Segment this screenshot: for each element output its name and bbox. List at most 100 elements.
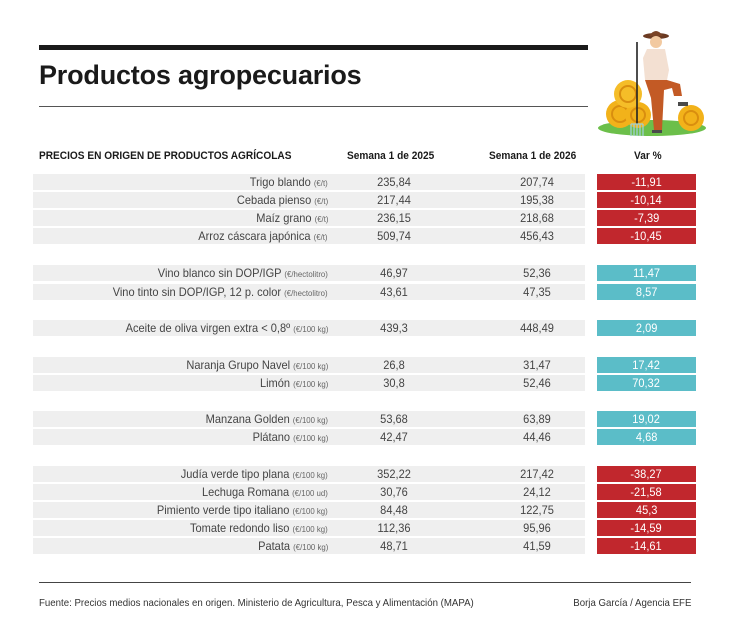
row-background: [33, 520, 585, 536]
row-background: [33, 265, 585, 281]
value-2026: 456,43: [520, 229, 554, 243]
table-row: Patata (€/100 kg) 48,71 41,59: [33, 538, 590, 554]
product-label: Patata: [257, 539, 290, 553]
footer-divider: [39, 582, 691, 583]
product-name: Manzana Golden (€/100 kg): [206, 412, 328, 426]
value-2026: 195,38: [520, 193, 554, 207]
table-row: Judía verde tipo plana (€/100 kg) 352,22 2…: [33, 466, 590, 482]
product-unit: (€/t): [314, 214, 328, 224]
var-badge-positive: 19,02: [597, 411, 696, 427]
row-background: [33, 284, 585, 300]
value-2025: 439,3: [380, 321, 408, 335]
product-name: Vino blanco sin DOP/IGP (€/hectolitro): [158, 266, 328, 280]
product-unit: (€/t): [314, 232, 328, 242]
value-2026: 95,96: [523, 521, 551, 535]
value-2025: 48,71: [380, 539, 408, 553]
product-unit: (€/t): [314, 196, 328, 206]
row-background: [33, 375, 585, 391]
value-2025: 84,48: [380, 503, 408, 517]
product-label: Vino blanco sin DOP/IGP: [157, 266, 282, 280]
column-header-var: Var %: [634, 150, 662, 162]
var-value: 11,47: [633, 266, 660, 280]
value-2025: 43,61: [380, 285, 408, 299]
product-unit: (€/100 kg): [292, 415, 328, 425]
table-row: Trigo blando (€/t) 235,84 207,74: [33, 174, 590, 190]
value-2026: 24,12: [523, 485, 551, 499]
product-label: Vino tinto sin DOP/IGP, 12 p. color: [113, 285, 282, 299]
column-header-product: PRECIOS EN ORIGEN DE PRODUCTOS AGRÍCOLAS: [39, 150, 292, 162]
table-row: Plátano (€/100 kg) 42,47 44,46: [33, 429, 590, 445]
product-unit: (€/t): [314, 178, 328, 188]
value-2026: 31,47: [523, 358, 551, 372]
column-header-2025: Semana 1 de 2025: [347, 150, 435, 162]
product-name: Patata (€/100 kg): [258, 539, 328, 553]
value-2025: 46,97: [380, 266, 408, 280]
row-background: [33, 429, 585, 445]
var-badge-positive: 2,09: [597, 320, 696, 336]
var-badge-positive: 4,68: [597, 429, 696, 445]
var-value: 45,3: [635, 503, 658, 517]
value-2025: 42,47: [380, 430, 408, 444]
row-background: [33, 538, 585, 554]
var-value: -11,91: [631, 175, 662, 189]
product-label: Plátano: [252, 430, 290, 444]
var-badge-negative: 45,3: [597, 502, 696, 518]
product-unit: (€/100 kg): [292, 324, 328, 334]
var-value: 70,32: [632, 376, 661, 390]
value-2025: 509,74: [377, 229, 411, 243]
var-value: 8,57: [635, 285, 658, 299]
var-badge-negative: -14,61: [597, 538, 696, 554]
product-name: Trigo blando (€/t): [250, 175, 328, 189]
table-row: Naranja Grupo Navel (€/100 kg) 26,8 31,47: [33, 357, 590, 373]
product-unit: (€/100 kg): [292, 506, 328, 516]
product-label: Limón: [259, 376, 290, 390]
source-note: Fuente: Precios medios nacionales en ori…: [39, 597, 474, 609]
product-name: Vino tinto sin DOP/IGP, 12 p. color (€/h…: [113, 285, 328, 299]
row-background: [33, 411, 585, 427]
product-unit: (€/100 kg): [292, 524, 328, 534]
product-label: Trigo blando: [250, 175, 312, 189]
table-row: Cebada pienso (€/t) 217,44 195,38: [33, 192, 590, 208]
value-2025: 112,36: [377, 521, 411, 535]
product-name: Maíz grano (€/t): [256, 211, 328, 225]
table-row: Pimiento verde tipo italiano (€/100 kg) 8…: [33, 502, 590, 518]
table-row: Manzana Golden (€/100 kg) 53,68 63,89: [33, 411, 590, 427]
product-name: Pimiento verde tipo italiano (€/100 kg): [157, 503, 328, 517]
row-background: [33, 502, 585, 518]
value-2026: 217,42: [520, 467, 554, 481]
row-background: [33, 174, 585, 190]
title-divider: [39, 106, 588, 107]
var-value: -10,14: [630, 193, 663, 207]
product-label: Maíz grano: [255, 211, 312, 225]
product-unit: (€/hectolitro): [284, 288, 328, 298]
table-row: Lechuga Romana (€/100 ud) 30,76 24,12: [33, 484, 590, 500]
farmer-with-hay-bales-icon: [598, 31, 706, 136]
product-name: Arroz cáscara japónica (€/t): [199, 229, 328, 243]
product-name: Tomate redondo liso (€/100 kg): [190, 521, 328, 535]
value-2025: 53,68: [380, 412, 408, 426]
row-background: [33, 210, 585, 226]
value-2025: 235,84: [377, 175, 411, 189]
var-value: -14,59: [630, 521, 663, 535]
value-2026: 52,36: [523, 266, 551, 280]
product-label: Arroz cáscara japónica: [198, 229, 312, 243]
product-unit: (€/100 kg): [292, 361, 328, 371]
table-row: Maíz grano (€/t) 236,15 218,68: [33, 210, 590, 226]
value-2025: 236,15: [377, 211, 411, 225]
var-badge-negative: -38,27: [597, 466, 696, 482]
value-2025: 30,8: [383, 376, 405, 390]
product-label: Pimiento verde tipo italiano: [157, 503, 290, 517]
value-2026: 44,46: [523, 430, 551, 444]
var-badge-negative: -11,91: [597, 174, 696, 190]
page-title: Productos agropecuarios: [39, 60, 362, 90]
var-badge-positive: 8,57: [597, 284, 696, 300]
var-value: 4,68: [635, 430, 658, 444]
value-2025: 26,8: [383, 358, 405, 372]
row-background: [33, 192, 585, 208]
top-rule: [39, 45, 588, 50]
product-name: Aceite de oliva virgen extra < 0,8º (€/1…: [125, 321, 328, 335]
product-unit: (€/100 kg): [292, 542, 328, 552]
var-badge-negative: -14,59: [597, 520, 696, 536]
value-2026: 448,49: [520, 321, 554, 335]
value-2026: 52,46: [523, 376, 551, 390]
